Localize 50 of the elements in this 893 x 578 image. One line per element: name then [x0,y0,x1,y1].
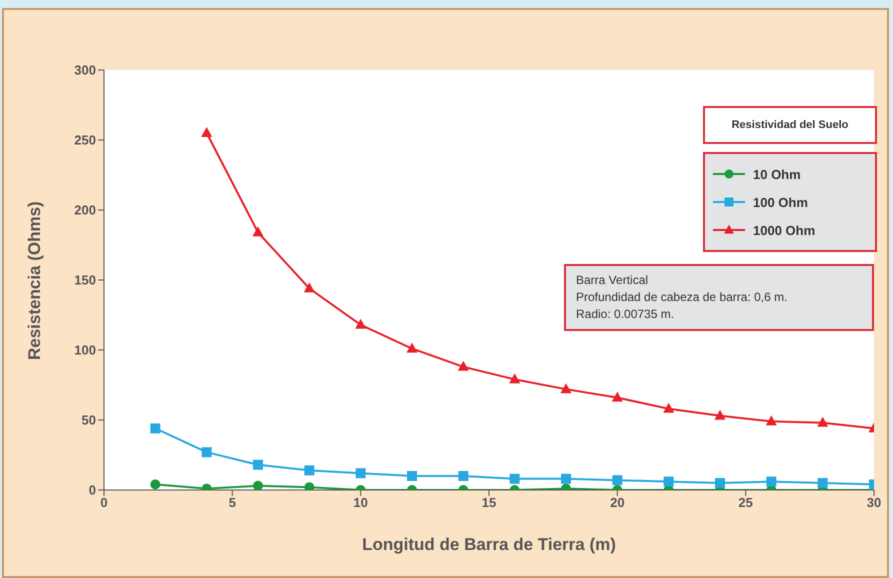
point [458,471,468,481]
legend-heading-box: Resistividad del Suelo [703,106,877,144]
point [663,402,674,413]
point [715,478,725,488]
y-tick-label: 300 [74,62,96,78]
point [766,415,777,426]
point [304,282,315,292]
point [355,318,366,329]
point [407,471,417,481]
point [560,383,572,394]
legend-label: 10 Ohm [753,166,801,182]
point [561,474,571,484]
point [201,127,212,137]
point [253,460,263,470]
y-tick-label: 250 [74,132,96,148]
point [612,392,623,402]
note-box: Barra Vertical Profundidad de cabeza de barra: 0,6 m. Radio: 0.00735 m. [564,264,874,331]
y-tick-label: 50 [82,412,96,428]
x-tick-label: 20 [610,495,625,510]
x-tick-label: 25 [738,495,753,510]
point [818,478,828,488]
point [458,360,469,371]
point [304,465,314,476]
point [356,468,366,478]
point [202,447,212,458]
legend-label: 100 Ohm [753,194,808,210]
point [664,476,674,487]
point [406,342,418,353]
y-tick-label: 150 [74,272,96,288]
point [509,373,520,384]
legend-label: 1000 Ohm [753,222,816,238]
y-axis-title: Resistencia (Ohms) [25,201,44,360]
y-tick-label: 0 [88,482,96,498]
x-tick-label: 5 [228,495,236,510]
x-tick-label: 15 [482,495,496,510]
point [150,479,160,490]
x-tick-label: 10 [353,495,368,510]
x-tick-label: 30 [866,495,882,510]
point [817,416,828,427]
point [253,480,263,490]
point [714,410,726,420]
point [766,476,776,487]
x-axis-title: Longitud de Barra de Tierra (m) [362,535,616,554]
point [612,475,622,486]
point [510,474,520,484]
y-tick-label: 100 [74,342,96,358]
point [150,423,160,434]
point [252,226,264,236]
x-tick-label: 0 [100,495,108,510]
y-tick-label: 200 [74,202,96,218]
